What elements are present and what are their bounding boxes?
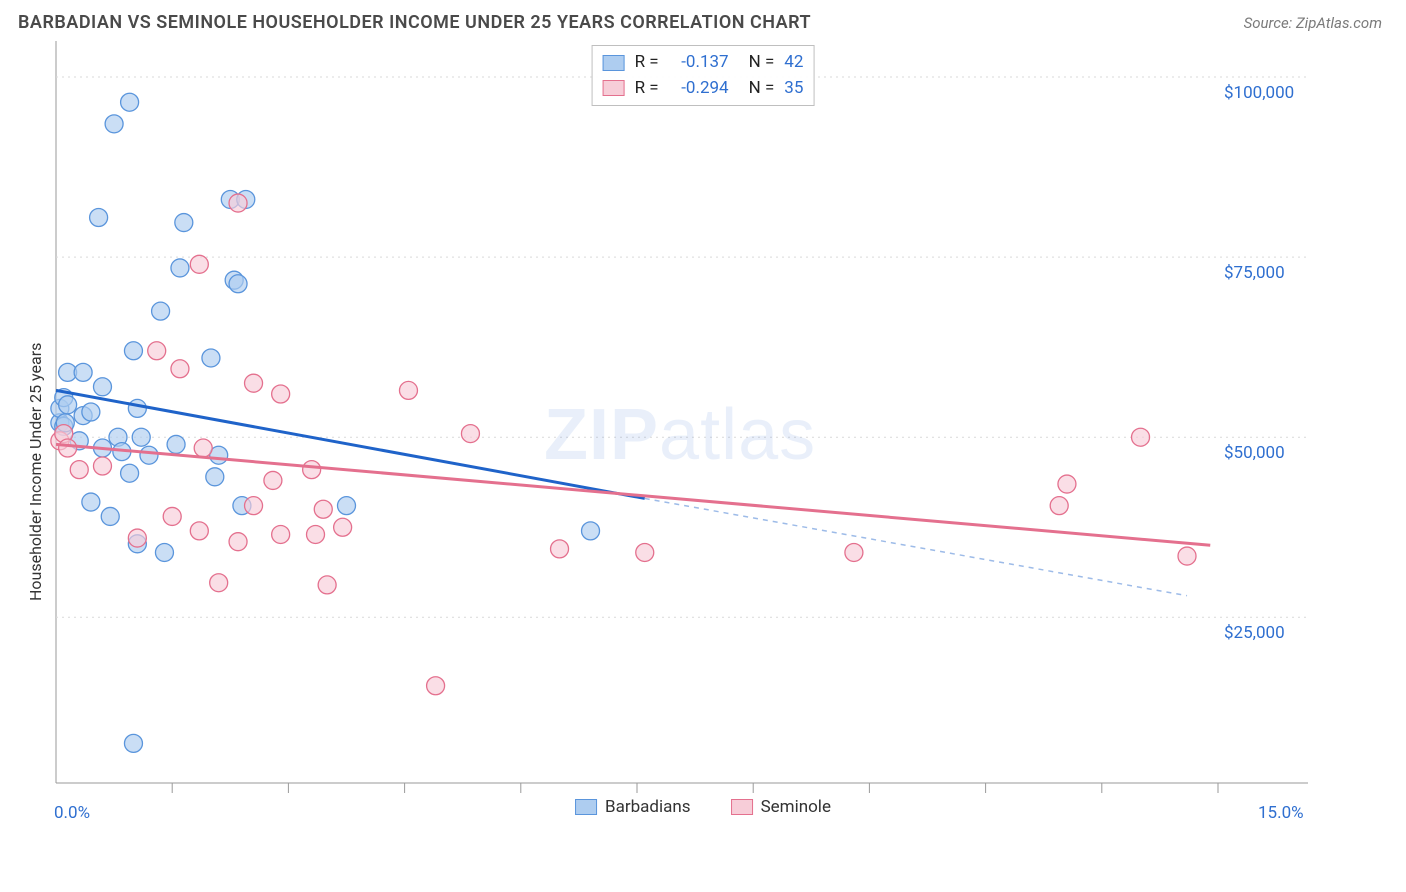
- r-value: -0.137: [669, 50, 729, 76]
- y-tick-label: $25,000: [1224, 623, 1285, 643]
- y-tick-label: $50,000: [1224, 443, 1285, 463]
- n-label: N =: [749, 50, 775, 76]
- y-tick-label: $100,000: [1224, 83, 1294, 103]
- legend-swatch: [603, 55, 625, 71]
- legend-swatch: [731, 799, 753, 815]
- chart-title: BARBADIAN VS SEMINOLE HOUSEHOLDER INCOME…: [18, 12, 811, 33]
- series-name: Barbadians: [605, 797, 691, 817]
- y-axis-label: Householder Income Under 25 years: [26, 343, 45, 601]
- x-axis-max-label: 15.0%: [1258, 803, 1304, 823]
- legend-item: Seminole: [731, 797, 831, 817]
- scatter-chart: [18, 41, 1328, 811]
- n-value: 35: [784, 76, 803, 102]
- legend-item: Barbadians: [575, 797, 691, 817]
- series-legend: Barbadians Seminole: [575, 797, 831, 817]
- n-value: 42: [784, 50, 803, 76]
- x-axis-min-label: 0.0%: [54, 803, 90, 823]
- legend-swatch: [575, 799, 597, 815]
- legend-row: R = -0.137 N = 42: [603, 50, 804, 76]
- r-label: R =: [635, 76, 659, 102]
- chart-area: Householder Income Under 25 years ZIPatl…: [18, 41, 1388, 811]
- n-label: N =: [749, 76, 775, 102]
- r-label: R =: [635, 50, 659, 76]
- series-name: Seminole: [761, 797, 831, 817]
- legend-swatch: [603, 80, 625, 96]
- r-value: -0.294: [669, 76, 729, 102]
- y-tick-label: $75,000: [1224, 263, 1285, 283]
- correlation-legend: R = -0.137 N = 42 R = -0.294 N = 35: [592, 45, 815, 106]
- legend-row: R = -0.294 N = 35: [603, 76, 804, 102]
- source-label: Source: ZipAtlas.com: [1244, 14, 1382, 32]
